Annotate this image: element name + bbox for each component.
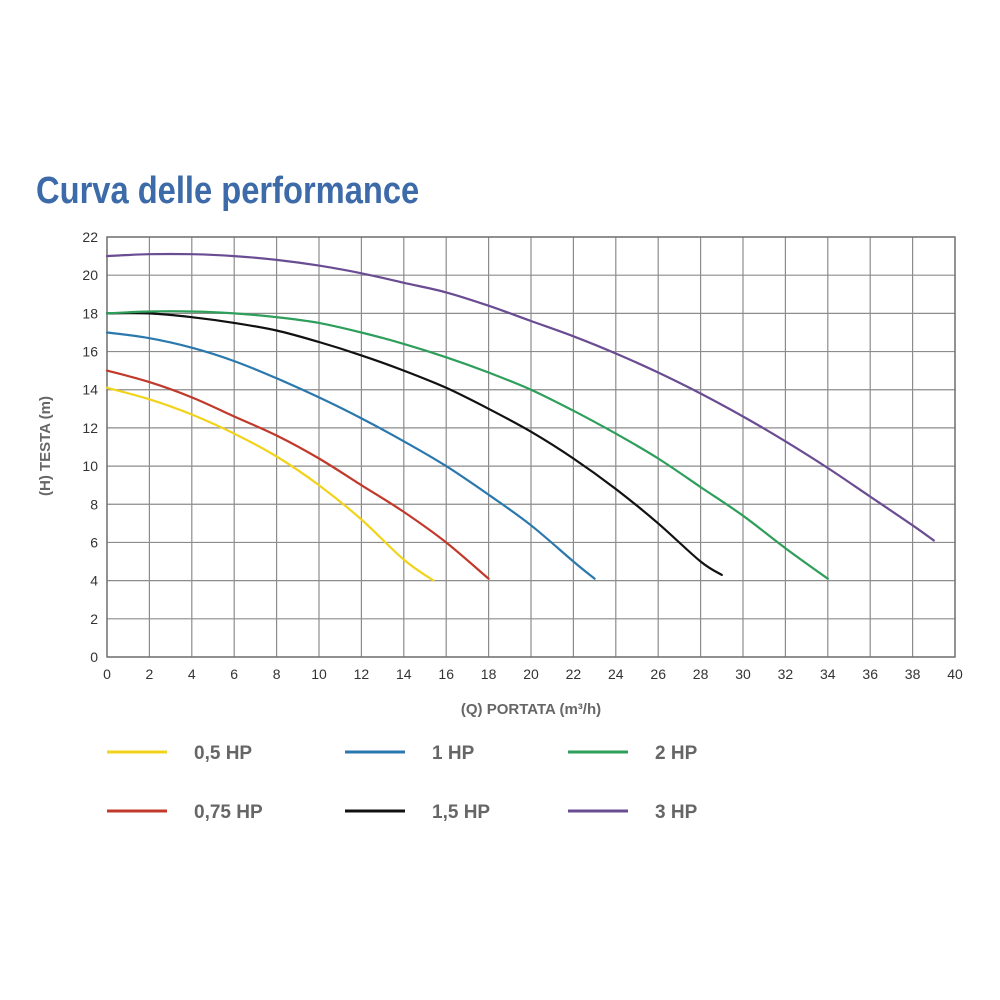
grid: [106, 236, 956, 658]
legend-item: 2 HP: [568, 743, 698, 764]
legend-label: 1,5 HP: [432, 802, 490, 823]
y-tick-label: 22: [82, 229, 98, 245]
x-tick-label: 26: [650, 666, 666, 682]
legend-label: 3 HP: [655, 802, 698, 823]
tick-labels: 0 2 4 6 8 10 12 14 16 18 20 22 24 26 28 30 32 34 36 38 40024…: [82, 229, 963, 682]
y-tick-label: 2: [90, 611, 98, 627]
legend-item: 0,5 HP: [107, 743, 252, 764]
x-tick-label: 6: [230, 666, 238, 682]
legend-label: 0,5 HP: [194, 743, 252, 764]
x-tick-label: 14: [396, 666, 412, 682]
y-tick-label: 10: [82, 458, 98, 474]
series-line-3: [105, 311, 723, 576]
y-tick-label: 14: [82, 382, 98, 398]
x-tick-label: 4: [188, 666, 196, 682]
y-axis-label: (H) TESTA (m): [37, 396, 54, 496]
x-tick-label: 0: [103, 666, 111, 682]
x-tick-label: 16: [438, 666, 454, 682]
legend: 0,5 HP 1 HP 2 HP 0,75 HP 1,5 HP 3 HP: [107, 743, 698, 823]
x-tick-label: 10: [311, 666, 327, 682]
y-tick-label: 4: [90, 573, 98, 589]
y-tick-label: 20: [82, 267, 98, 283]
series-line-2: [105, 331, 596, 580]
x-tick-label: 18: [481, 666, 497, 682]
y-tick-label: 12: [82, 420, 98, 436]
chart-title: Curva delle performance: [36, 170, 420, 212]
x-tick-label: 34: [820, 666, 836, 682]
x-tick-label: 22: [566, 666, 582, 682]
series-line-0: [105, 386, 435, 582]
y-tick-label: 6: [90, 534, 98, 550]
x-tick-label: 8: [273, 666, 281, 682]
y-tick-label: 16: [82, 344, 98, 360]
x-tick-label: 20: [523, 666, 539, 682]
x-tick-label: 24: [608, 666, 624, 682]
x-tick-label: 12: [354, 666, 370, 682]
legend-item: 1,5 HP: [345, 802, 490, 823]
y-tick-label: 0: [90, 649, 98, 665]
x-tick-label: 28: [693, 666, 709, 682]
x-tick-label: 2: [146, 666, 154, 682]
x-tick-label: 36: [862, 666, 878, 682]
x-tick-label: 30: [735, 666, 751, 682]
legend-item: 1 HP: [345, 743, 475, 764]
series-line-5: [105, 252, 935, 542]
series-lines: [105, 252, 935, 582]
plot-frame: [106, 236, 956, 658]
x-tick-label: 32: [778, 666, 794, 682]
series-line-4: [105, 310, 829, 580]
legend-item: 0,75 HP: [107, 802, 263, 823]
y-tick-label: 8: [90, 496, 98, 512]
legend-label: 2 HP: [655, 743, 698, 764]
x-tick-label: 40: [947, 666, 963, 682]
series-line-1: [105, 369, 490, 580]
x-axis-label: (Q) PORTATA (m³/h): [461, 701, 601, 718]
x-tick-label: 38: [905, 666, 921, 682]
y-tick-label: 18: [82, 305, 98, 321]
legend-label: 1 HP: [432, 743, 475, 764]
legend-label: 0,75 HP: [194, 802, 263, 823]
legend-item: 3 HP: [568, 802, 698, 823]
